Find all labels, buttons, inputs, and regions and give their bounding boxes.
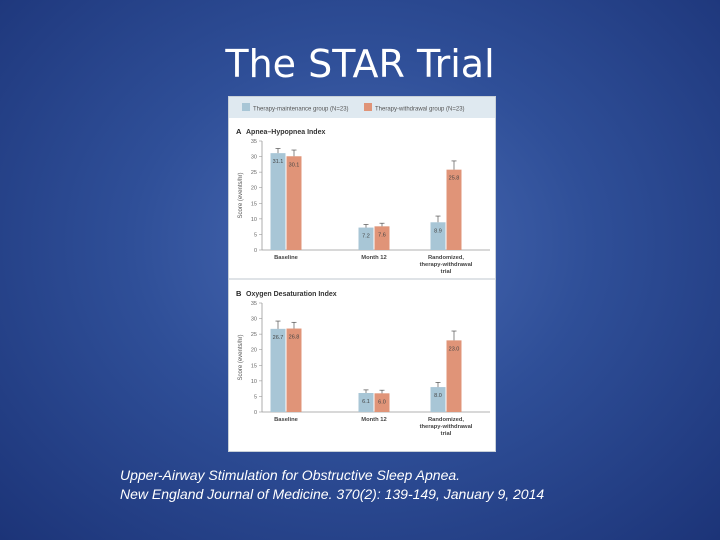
panel-2-category-label: Baseline (274, 417, 299, 423)
panel-1-bar (286, 156, 302, 250)
panel-2-y-tick-label: 5 (254, 394, 257, 400)
panel-1-y-tick-label: 25 (251, 170, 257, 176)
panel-1-bar (430, 222, 446, 250)
panel-1-y-tick-label: 5 (254, 232, 257, 238)
panel-2-data-label: 26.7 (273, 335, 284, 341)
panel-1-y-tick-label: 10 (251, 217, 257, 223)
panel-1-letter: A (236, 127, 242, 136)
panel-2-bar (358, 393, 374, 412)
panel-2-data-label: 8.0 (434, 393, 442, 399)
legend-swatch-1 (242, 103, 250, 111)
panel-1-data-label: 7.6 (378, 232, 386, 238)
panel-1-bar (270, 153, 286, 250)
panel-2-y-tick-label: 0 (254, 410, 257, 416)
panel-2-bar (286, 328, 302, 412)
slide-title: The STAR Trial (225, 42, 495, 86)
panel-2-bar (446, 340, 462, 412)
panel-2-category-label: therapy-withdrawal (420, 424, 473, 430)
panel-1-data-label: 30.1 (289, 162, 300, 168)
panel-1-data-label: 31.1 (273, 159, 284, 165)
panel-2-data-label: 6.1 (362, 399, 370, 405)
panel-1-y-tick-label: 0 (254, 248, 257, 254)
panel-2-category-label: Randomized, (428, 417, 464, 423)
panel-2-y-tick-label: 15 (251, 363, 257, 369)
panel-2-y-tick-label: 35 (251, 301, 257, 307)
legend-swatch-2 (364, 103, 372, 111)
legend-background (228, 96, 496, 118)
panel-1-y-tick-label: 30 (251, 155, 257, 161)
panel-1-category-label: trial (441, 269, 452, 275)
panel-2-y-tick-label: 20 (251, 348, 257, 354)
panel-1-category-label: therapy-withdrawal (420, 262, 473, 268)
bar-chart-figure: Therapy-maintenance group (N=23) Therapy-… (228, 96, 496, 452)
panel-2-bar (430, 387, 446, 412)
panel-1-y-axis-label: Score (events/hr) (238, 172, 244, 218)
panel-1-title: Apnea–Hypopnea Index (246, 129, 325, 136)
figure-panel: Therapy-maintenance group (N=23) Therapy-… (228, 96, 496, 452)
panel-2-y-tick-label: 10 (251, 379, 257, 385)
panel-2-data-label: 23.0 (449, 346, 460, 352)
panel-1-category-label: Baseline (274, 255, 299, 261)
panel-2-title: Oxygen Desaturation Index (246, 291, 337, 298)
panel-2-category-label: trial (441, 431, 452, 437)
panel-2-data-label: 26.8 (289, 335, 300, 341)
panel-1-data-label: 7.2 (362, 234, 370, 240)
panel-1-bar (358, 227, 374, 250)
panel-2-bar (374, 393, 390, 412)
panel-1-y-tick-label: 35 (251, 139, 257, 145)
panel-1-bar (446, 169, 462, 250)
panel-1-category-label: Month 12 (361, 255, 386, 261)
panel-2-category-label: Month 12 (361, 417, 386, 423)
figure-border (228, 96, 496, 452)
legend-label-2: Therapy-withdrawal group (N=23) (375, 107, 465, 113)
caption-title: Upper-Airway Stimulation for Obstructive… (120, 467, 461, 483)
caption-citation: New England Journal of Medicine. 370(2):… (120, 486, 545, 502)
panel-2-y-tick-label: 25 (251, 332, 257, 338)
caption: Upper-Airway Stimulation for Obstructive… (120, 466, 710, 504)
panel-2-bar (270, 328, 286, 412)
panel-1-y-tick-label: 15 (251, 201, 257, 207)
panel-2-letter: B (236, 289, 242, 298)
panel-1-data-label: 8.9 (434, 228, 442, 234)
legend-label-1: Therapy-maintenance group (N=23) (253, 107, 349, 113)
panel-2-data-label: 6.0 (378, 399, 386, 405)
panel-1-category-label: Randomized, (428, 255, 464, 261)
panel-1-data-label: 25.8 (449, 176, 460, 182)
panel-2-y-axis-label: Score (events/hr) (238, 334, 244, 380)
panel-1-y-tick-label: 20 (251, 186, 257, 192)
panel-1-bar (374, 226, 390, 250)
panel-2-y-tick-label: 30 (251, 317, 257, 323)
